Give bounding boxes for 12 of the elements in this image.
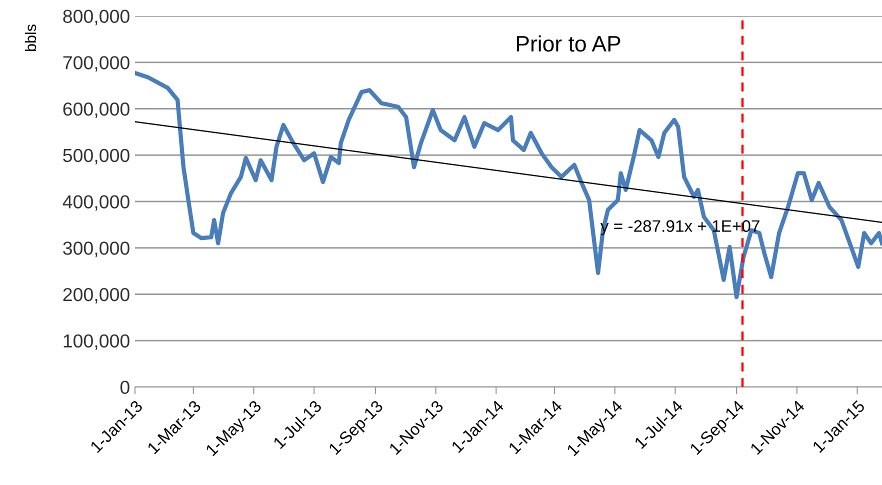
- y-tick-label: 600,000: [63, 102, 130, 118]
- y-tick-label: 100,000: [64, 334, 130, 350]
- y-tick-label: 400,000: [62, 195, 130, 211]
- y-tick-label: 800,000: [63, 10, 130, 26]
- y-tick-label: 300,000: [63, 242, 130, 258]
- y-tick-label: 700,000: [63, 56, 130, 72]
- y-axis-title: bbls: [24, 24, 36, 52]
- line-series: [135, 70, 882, 300]
- annotation: Prior to AP: [516, 35, 620, 52]
- y-tick-label: 200,000: [63, 288, 130, 304]
- y-tick-label: 0: [120, 380, 130, 394]
- y-tick-label: 500,000: [63, 148, 130, 164]
